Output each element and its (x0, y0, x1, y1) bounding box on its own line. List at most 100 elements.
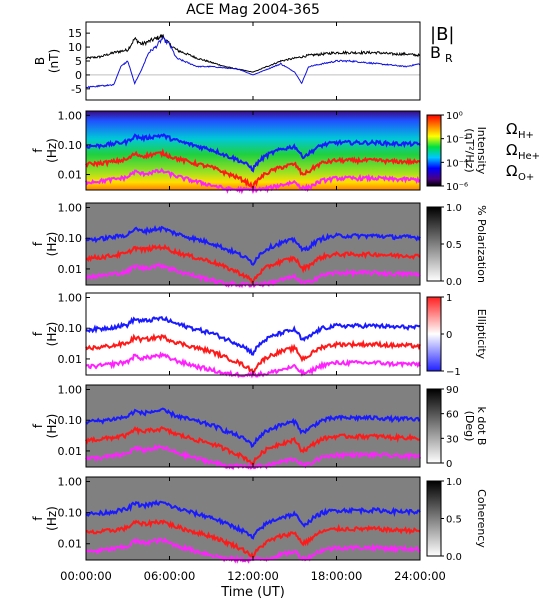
y-axis-unit: (Hz) (45, 506, 59, 531)
colorbar (426, 296, 442, 372)
colorbar-tick-label: 1.0 (446, 477, 462, 488)
series-line-b-total (85, 33, 421, 73)
colorbar-tick-label: 1 (446, 293, 452, 304)
colorbar-tick-label: 60 (446, 410, 459, 421)
omega-h-plus-line (85, 224, 421, 266)
colorbar-label: k dot B (475, 407, 488, 446)
omega-he-plus-line (85, 243, 421, 285)
omega-o-plus-line (85, 167, 421, 195)
panel-6: 1.00 0.10 0.01 f (Hz) 1.0 0.5 0.0 Coherency (31, 476, 488, 564)
y-tick-label: 0.01 (58, 353, 83, 366)
y-tick-label: 0.10 (58, 322, 83, 335)
omega-h-plus-line (85, 133, 421, 173)
colorbar (426, 480, 442, 557)
colorbar (426, 388, 442, 464)
colorbar-tick-label: 10⁻⁶ (446, 182, 468, 193)
y-axis-label: f (31, 241, 45, 246)
y-tick-label: 0.01 (58, 445, 83, 458)
y-axis-unit: (Hz) (45, 322, 59, 347)
figure-title: ACE Mag 2004-365 (186, 2, 320, 18)
colorbar-tick-label: 0.0 (446, 552, 462, 563)
y-tick-label: 1.00 (58, 383, 83, 396)
x-tick-label: 24:00:00 (394, 569, 446, 583)
panel-frame (85, 476, 421, 561)
panel-5: 1.00 0.10 0.01 f (Hz) 90 60 30 0 k dot B(Deg) (31, 383, 488, 470)
colorbar-tick-label: 10⁰ (446, 111, 463, 122)
colorbar-tick-label: 0.0 (446, 277, 462, 288)
y-axis-unit: (Hz) (45, 232, 59, 257)
colorbar-tick-label: 10⁻⁴ (446, 158, 468, 169)
x-tick-label: 06:00:00 (144, 569, 196, 583)
y-tick-label: 15 (68, 27, 82, 40)
omega-h-plus-line (85, 315, 421, 356)
spectrogram-background (86, 293, 420, 375)
panel-3: 1.00 0.10 0.01 f (Hz) 1.0 0.5 0.0 % Polarization (31, 201, 488, 289)
y-tick-label: 1.00 (58, 476, 83, 489)
legend-b-total: |B| (430, 24, 454, 45)
y-tick-label: 5 (75, 55, 82, 68)
colorbar-label: Coherency (475, 489, 488, 548)
y-tick-label: 0.10 (58, 507, 83, 520)
x-axis-labels: 00:00:00 06:00:00 12:00:00 18:00:00 24:00:00 (60, 569, 446, 583)
colorbar-label-unit: (Deg) (463, 411, 476, 442)
colorbar-tick-label: 1.0 (446, 203, 462, 214)
omega-legend-subscript-1: He+ (518, 151, 540, 162)
y-tick-label: 1.00 (58, 109, 83, 122)
panel-1-background (86, 22, 420, 100)
y-tick-label: 1.00 (58, 291, 83, 304)
colorbar-tick-label: 90 (446, 385, 459, 396)
omega-legend-1: Ω (506, 141, 517, 159)
y-axis-label: f (31, 148, 45, 153)
x-axis-title: Time (UT) (220, 585, 285, 600)
y-axis-unit: (Hz) (45, 138, 59, 163)
legend-b-r-subscript: R (445, 52, 453, 65)
y-tick-label: 0.10 (58, 232, 83, 245)
colorbar-tick-label: 10⁻² (446, 135, 468, 146)
y-axis-label: f (31, 331, 45, 336)
x-tick-label: 18:00:00 (311, 569, 363, 583)
y-axis-label: f (31, 423, 45, 428)
colorbar-tick-label: 30 (446, 434, 459, 445)
panel-frame (85, 292, 421, 376)
colorbar-tick-label: 0 (446, 459, 452, 470)
colorbar-label: % Polarization (475, 205, 488, 283)
y-tick-label: 10 (68, 41, 82, 54)
y-tick-label: 0.01 (58, 538, 83, 551)
spectrogram-background (86, 477, 420, 560)
colorbar-tick-label: 0.5 (446, 515, 462, 526)
y-tick-label: 0.01 (58, 169, 83, 182)
colorbar-tick-label: −1 (446, 367, 461, 378)
y-tick-label: 1.00 (58, 201, 83, 214)
colorbar-tick-label: 0.5 (446, 240, 462, 251)
panel-frame (85, 21, 421, 101)
y-tick-label: -5 (71, 83, 82, 96)
omega-legend-subscript-2: O+ (518, 172, 534, 183)
colorbar (426, 206, 442, 282)
omega-legend-2: Ω (506, 162, 517, 180)
panel-frame (85, 202, 421, 286)
panel-2: 1.00 0.10 0.01 f (Hz) 10⁰ 10⁻² 10⁻⁴ 10⁻⁶ Intensit… (31, 109, 488, 195)
y-axis-label: f (31, 516, 45, 521)
y-tick-label: 0.10 (58, 139, 83, 152)
omega-h-plus-line (85, 499, 421, 540)
omega-legend-0: Ω (506, 120, 517, 138)
omega-legend: Ω H+Ω He+Ω O+ (506, 120, 540, 183)
colorbar-label: Ellipticity (475, 309, 488, 360)
y-axis-label: B (33, 57, 47, 65)
y-tick-label: 0.01 (58, 263, 83, 276)
x-tick-label: 12:00:00 (227, 569, 279, 583)
omega-legend-subscript-0: H+ (518, 130, 534, 141)
colorbar-label: Intensity (475, 127, 488, 175)
x-tick-label: 00:00:00 (60, 569, 112, 583)
series-line-b-r (85, 36, 421, 89)
y-tick-label: 0.10 (58, 414, 83, 427)
panel-4: 1.00 0.10 0.01 f (Hz) 1 0 −1 Ellipticity (31, 291, 488, 379)
panel-frame (85, 110, 421, 191)
colorbar-tick-label: 0 (446, 330, 452, 341)
colorbar (426, 114, 442, 187)
panel-frame (85, 384, 421, 468)
y-tick-label: 0 (75, 69, 82, 82)
